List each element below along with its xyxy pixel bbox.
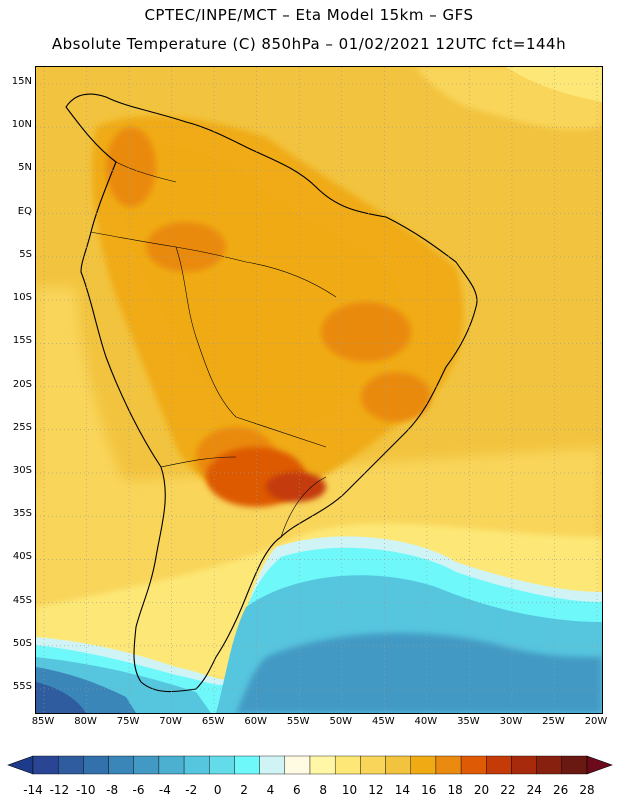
- colorbar-tick-label: 12: [368, 783, 384, 797]
- colorbar-segment: [410, 755, 437, 775]
- colorbar-under-arrow: [7, 755, 34, 775]
- colorbar-tick-label: 16: [421, 783, 437, 797]
- colorbar-tick-label: 4: [266, 783, 275, 797]
- lat-label: 30S: [12, 464, 32, 476]
- lon-label: 35W: [457, 716, 480, 727]
- colorbar-segment: [385, 755, 411, 775]
- field-hottest-core: [266, 472, 326, 502]
- lon-label: 85W: [31, 716, 55, 727]
- field-hot-brazil-ne: [321, 302, 411, 362]
- colorbar-tick-label: 0: [213, 783, 222, 797]
- lon-label: 40W: [414, 716, 438, 727]
- colorbar-tick-label: 18: [447, 783, 463, 797]
- colorbar-tick-label: -12: [49, 783, 70, 797]
- colorbar-segment: [334, 755, 361, 775]
- lon-label: 20W: [584, 716, 608, 727]
- lat-label: 45S: [12, 594, 32, 606]
- field-ne-pale: [506, 67, 602, 102]
- field-continent-core: [120, 143, 407, 431]
- colorbar-segment: [460, 755, 487, 775]
- chart-title-model: CPTEC/INPE/MCT – Eta Model 15km – GFS: [144, 6, 474, 24]
- colorbar-tick-label: -4: [158, 783, 171, 797]
- field-cold-deepest: [36, 682, 86, 713]
- lon-label: 80W: [74, 716, 97, 727]
- colorbar-tick-label: -8: [106, 783, 119, 797]
- colorbar-segment: [561, 755, 588, 775]
- colorbar-tick-label: 20: [473, 783, 490, 797]
- colorbar-tick-label: -14: [23, 783, 43, 797]
- field-hot-amazon: [146, 222, 226, 272]
- colorbar-segment: [32, 755, 59, 775]
- lon-label: 70W: [159, 716, 182, 727]
- country-borders: [90, 161, 337, 538]
- lat-label: 10N: [11, 119, 32, 131]
- field-cold-deep: [236, 633, 602, 713]
- lat-label: 5S: [19, 248, 32, 260]
- colorbar-tick-label: -10: [75, 783, 96, 797]
- lon-label: 55W: [286, 716, 310, 727]
- colorbar-segment: [259, 755, 286, 775]
- lon-label: 45W: [371, 716, 395, 727]
- lon-label: 50W: [329, 716, 353, 727]
- colorbar-segment: [511, 755, 537, 775]
- coastline: [65, 93, 478, 693]
- colorbar-segment: [234, 755, 260, 775]
- lat-label: 15S: [12, 335, 32, 347]
- field-hot-colombia: [106, 127, 156, 207]
- colorbar-tick-label: 22: [500, 783, 516, 797]
- colorbar-segment: [309, 755, 336, 775]
- lat-label: 15N: [11, 76, 32, 87]
- lat-label: EQ: [17, 205, 32, 217]
- colorbar-segment: [83, 755, 109, 775]
- colorbar-segment: [133, 755, 160, 775]
- colorbar-segment: [435, 755, 462, 775]
- colorbar-tick-label: 14: [394, 783, 410, 797]
- colorbar: [7, 755, 613, 775]
- colorbar-tick-label: -6: [132, 783, 145, 797]
- colorbar-tick-label: 28: [579, 783, 595, 797]
- colorbar-segment: [536, 755, 563, 775]
- lon-label: 30W: [499, 716, 523, 727]
- colorbar-tick-label: 8: [319, 783, 327, 797]
- colorbar-tick-label: -2: [185, 783, 198, 797]
- colorbar-segment: [183, 755, 210, 775]
- chart-title-variable: Absolute Temperature (C) 850hPa – 01/02/…: [51, 35, 567, 53]
- colorbar-tick-label: 26: [552, 783, 569, 797]
- colorbar-segment: [360, 755, 386, 775]
- lat-label: 25S: [12, 421, 32, 433]
- colorbar-segment: [284, 755, 311, 775]
- temperature-map: [35, 66, 603, 714]
- colorbar-segment: [209, 755, 235, 775]
- map-canvas: [36, 67, 602, 713]
- lat-label: 50S: [12, 637, 32, 649]
- lon-label: 25W: [542, 716, 565, 727]
- colorbar-segment: [108, 755, 134, 775]
- field-hot-brazil-se: [361, 372, 431, 422]
- lat-label: 5N: [18, 162, 32, 174]
- lat-label: 35S: [12, 508, 32, 520]
- colorbar-tick-label: 10: [341, 783, 358, 797]
- lat-label: 55S: [12, 681, 32, 692]
- colorbar-over-arrow: [586, 755, 613, 775]
- lon-label: 75W: [116, 716, 140, 727]
- lon-label: 60W: [244, 716, 267, 727]
- lon-label: 65W: [201, 716, 225, 727]
- colorbar-tick-label: 6: [292, 783, 301, 797]
- colorbar-segment: [158, 755, 185, 775]
- lat-label: 10S: [12, 292, 32, 304]
- colorbar-tick-label: 2: [240, 783, 248, 797]
- lat-label: 20S: [12, 378, 32, 390]
- colorbar-segment: [486, 755, 512, 775]
- lat-label: 40S: [12, 551, 32, 563]
- colorbar-segment: [57, 755, 84, 775]
- colorbar-tick-label: 24: [526, 783, 542, 797]
